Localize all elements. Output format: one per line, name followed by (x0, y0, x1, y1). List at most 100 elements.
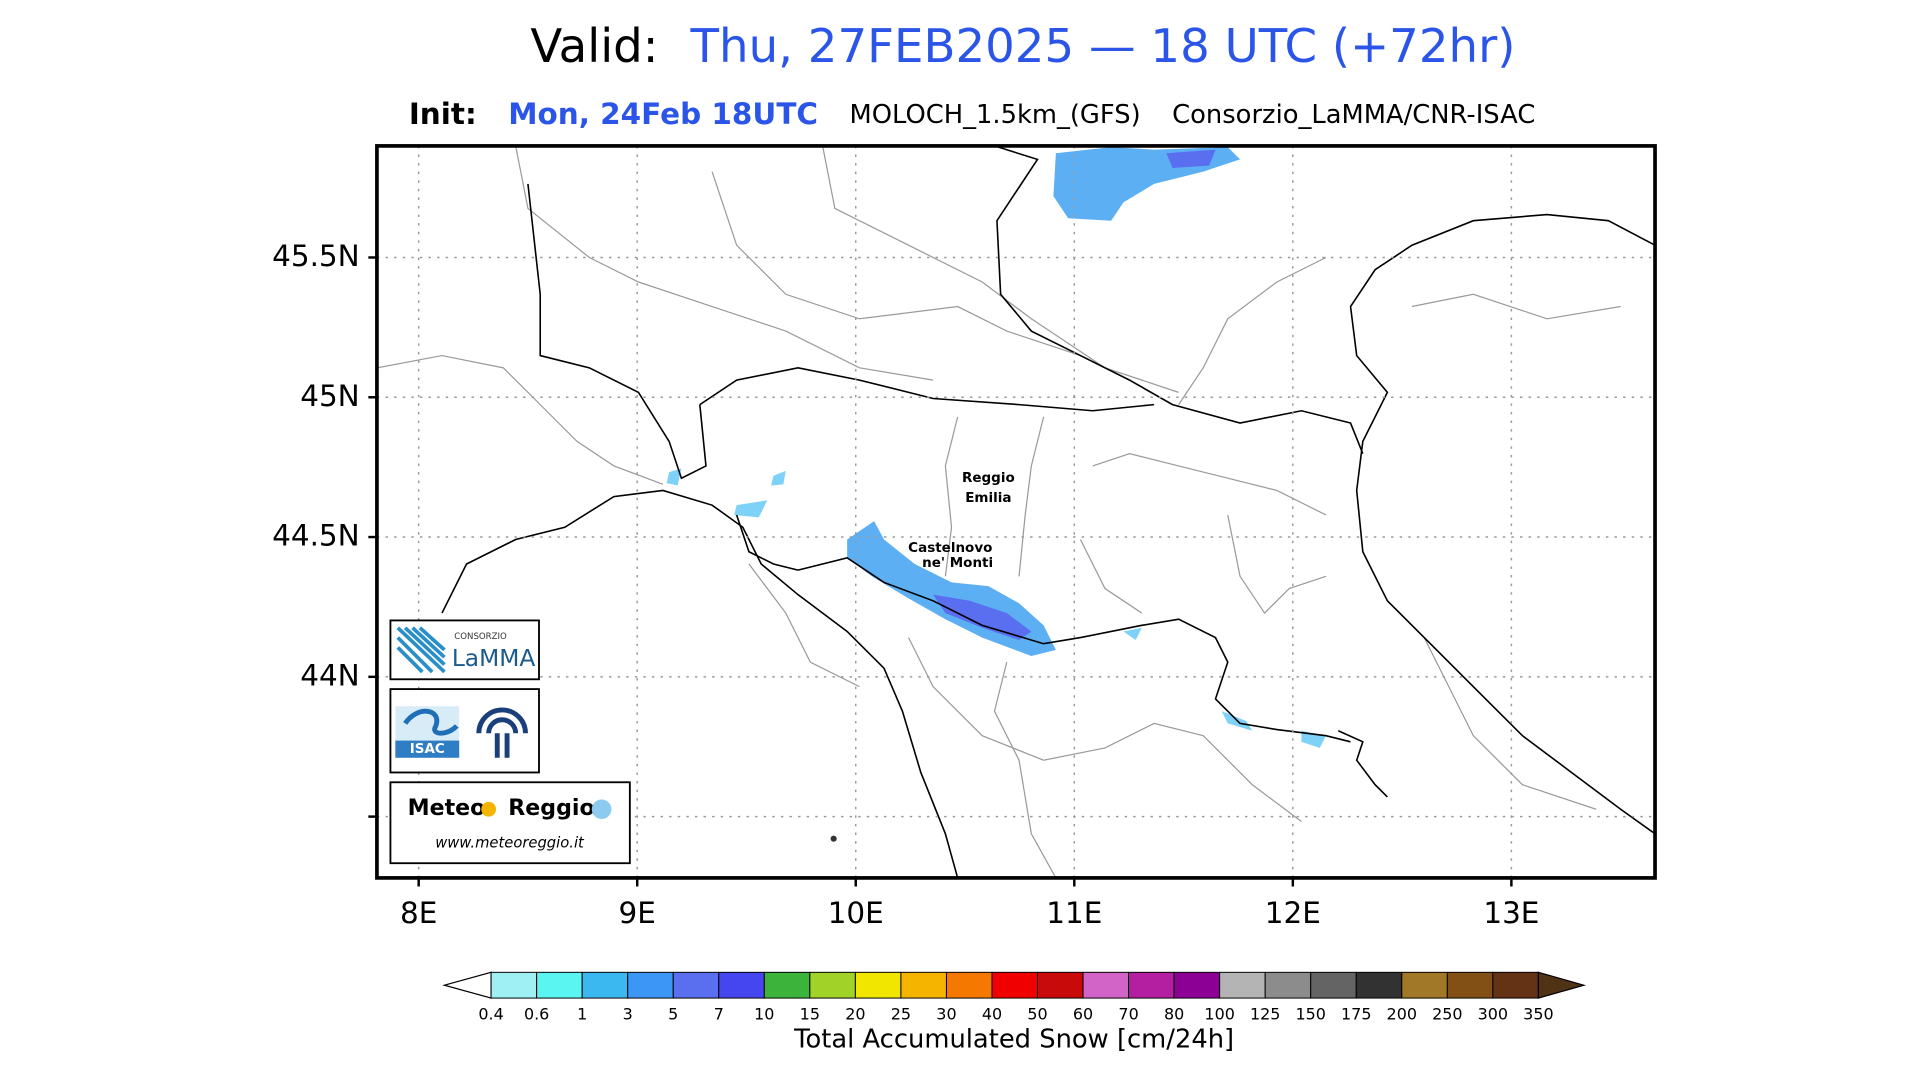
lat-label: 44.5N (272, 519, 360, 553)
model-name: MOLOCH_1.5km_(GFS) (850, 100, 1141, 130)
logo-text: Reggio (508, 796, 594, 821)
colorbar-swatch (854, 971, 902, 999)
logo-icon (591, 799, 612, 820)
colorbar-swatch (1128, 971, 1175, 999)
border (1018, 416, 1045, 577)
colorbar-label: 40 (982, 1005, 1002, 1024)
colorbar-label: 50 (1027, 1005, 1047, 1024)
colorbar-label: 70 (1118, 1005, 1138, 1024)
colorbar-label: 150 (1296, 1005, 1326, 1024)
coastline (441, 489, 959, 879)
lon-label: 8E (400, 896, 437, 930)
lat-label: 45N (300, 379, 360, 413)
lon-label: 13E (1483, 896, 1539, 930)
border (907, 637, 1302, 823)
logo-icon (403, 708, 459, 736)
colorbar-label: 175 (1341, 1005, 1371, 1024)
colorbar-title: Total Accumulated Snow [cm/24h] (793, 1024, 1234, 1054)
colorbar-label: 80 (1164, 1005, 1184, 1024)
colorbar-swatch (1401, 971, 1448, 999)
colorbar-label: 10 (754, 1005, 774, 1024)
lon-label: 9E (619, 896, 656, 930)
logo-icon (476, 707, 528, 758)
snow-field (1166, 149, 1216, 168)
colorbar-swatch (900, 971, 947, 999)
colorbar-swatch (1037, 971, 1084, 999)
colorbar-swatch (672, 971, 720, 999)
colorbar-swatch (1219, 971, 1266, 999)
colorbar-swatch (1355, 971, 1403, 999)
colorbar-swatch (809, 971, 856, 999)
region-border (527, 183, 707, 480)
colorbar-swatch (1446, 971, 1494, 999)
meteoreggio-logo: Meteo Reggio www.meteoreggio.it (389, 781, 631, 865)
colorbar-label: 1 (577, 1005, 587, 1024)
colorbar-swatch (1082, 971, 1130, 999)
colorbar-label: 3 (623, 1005, 633, 1024)
lat-label: 44N (300, 658, 360, 692)
init-label: Init: (409, 97, 477, 131)
colorbar-label: 60 (1073, 1005, 1093, 1024)
snow-field (771, 470, 786, 486)
border (993, 661, 1057, 879)
colorbar-extend (442, 971, 492, 999)
colorbar-swatch (1492, 971, 1539, 999)
colorbar-swatch (991, 971, 1039, 999)
snow-field (1123, 627, 1142, 641)
colorbar-swatch (945, 971, 993, 999)
logo-text: LaMMA (452, 645, 536, 672)
isac-logo: ISAC (389, 688, 540, 774)
colorbar-swatch (718, 971, 765, 999)
axes: 8E 9E 10E 11E 12E 13E 45.5N 45N 44.5N 44N (272, 239, 1539, 930)
place-label: Emilia (965, 490, 1011, 506)
init-time: Mon, 24Feb 18UTC (508, 97, 818, 131)
coastline (1337, 730, 1388, 798)
colorbar-swatch (490, 971, 538, 999)
border (711, 171, 1081, 357)
colorbar-label: 200 (1387, 1005, 1417, 1024)
logo-icon (481, 801, 497, 817)
colorbar-swatch (1264, 971, 1312, 999)
colorbar-label: 125 (1250, 1005, 1280, 1024)
logo-icon (395, 740, 460, 758)
coastline (1349, 213, 1656, 835)
logo-icon (396, 626, 446, 674)
region-border (699, 367, 1155, 412)
logo-box (389, 781, 631, 865)
lon-label: 11E (1046, 896, 1102, 930)
colorbar-swatch (763, 971, 811, 999)
logo-text: ISAC (410, 741, 445, 757)
logo-text: CONSORZIO (454, 632, 507, 642)
snow-field (933, 594, 1032, 641)
region-border (797, 557, 1351, 743)
colorbar-label: 250 (1432, 1005, 1462, 1024)
colorbar-label: 20 (845, 1005, 865, 1024)
colorbar-label: 0.4 (478, 1005, 503, 1024)
producer: Consorzio_LaMMA/CNR-ISAC (1172, 100, 1535, 130)
lamma-logo: CONSORZIO LaMMA (389, 619, 540, 681)
colorbar-label: 7 (714, 1005, 724, 1024)
border (1227, 514, 1327, 615)
border (944, 416, 959, 577)
map-background (376, 145, 1656, 878)
colorbar: Total Accumulated Snow [cm/24h] 0.4 0.6 1 3… (442, 971, 1587, 1054)
colorbar-extend (1537, 971, 1587, 999)
border (748, 563, 860, 688)
border (376, 354, 664, 485)
snow-field (734, 500, 768, 518)
colorbar-label: 350 (1523, 1005, 1553, 1024)
colorbar-swatch (536, 971, 583, 999)
place-label: ne' Monti (922, 555, 993, 571)
lon-label: 12E (1265, 896, 1321, 930)
place-label: Reggio (962, 470, 1015, 486)
header-line: Valid: Thu, 27FEB2025 — 18 UTC (+72hr) (530, 19, 1515, 73)
map-frame (375, 144, 1657, 880)
map-area: Reggio Emilia Castelnovo ne' Monti CONSO… (375, 144, 1657, 880)
border (1092, 453, 1327, 516)
place-label: Castelnovo (908, 540, 992, 556)
border (1423, 637, 1597, 810)
border (1079, 539, 1143, 614)
border (1411, 293, 1621, 320)
